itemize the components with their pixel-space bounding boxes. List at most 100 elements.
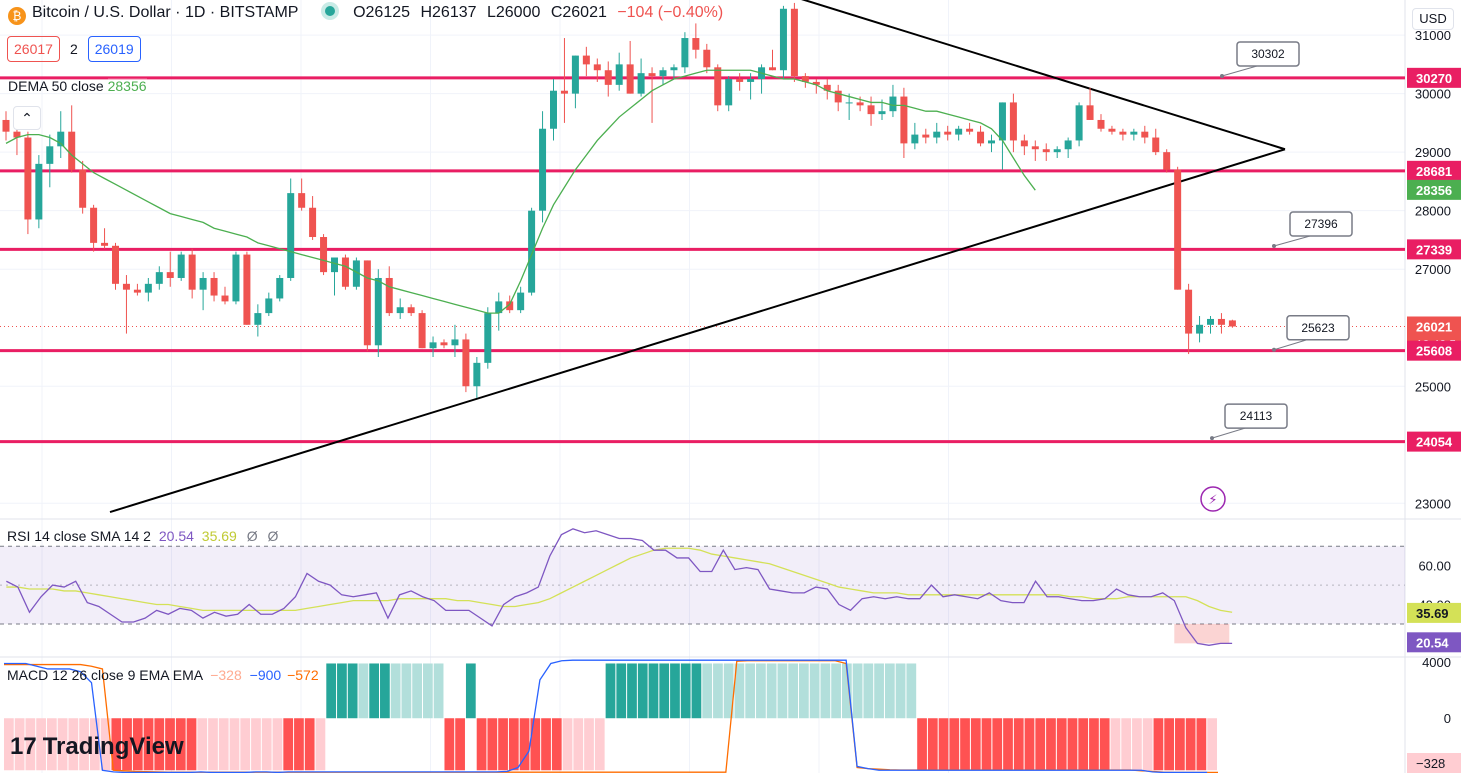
histogram-bar	[1035, 718, 1046, 771]
candle	[539, 111, 547, 223]
histogram-bar	[4, 718, 14, 771]
candle-body	[955, 128, 963, 135]
candle-body	[922, 134, 930, 138]
candle-body	[1207, 318, 1214, 325]
symbol-name[interactable]: Bitcoin / U.S. Dollar	[32, 4, 171, 21]
histogram-bar	[1110, 718, 1121, 771]
histogram-bar	[46, 718, 57, 771]
candle-body	[407, 307, 415, 314]
histogram-bar	[541, 718, 551, 771]
change-value: −104 (−0.40%)	[617, 4, 724, 21]
histogram-bar	[57, 718, 68, 771]
candle	[112, 242, 119, 290]
histogram-bar	[1142, 718, 1153, 771]
candle	[396, 298, 404, 319]
candle-body	[57, 131, 65, 147]
candle	[670, 64, 678, 80]
histogram-bar	[433, 663, 444, 719]
candle	[177, 251, 185, 281]
collapse-legend-button[interactable]: ⌃	[13, 106, 41, 130]
histogram-bar	[272, 718, 283, 771]
candle-body	[374, 277, 382, 346]
histogram-bar	[455, 718, 465, 771]
candle	[1119, 128, 1127, 141]
candle	[988, 134, 995, 153]
histogram-bar	[1196, 718, 1207, 771]
histogram-bar	[616, 663, 627, 719]
histogram-bar	[852, 663, 863, 719]
market-status-icon[interactable]	[324, 6, 335, 16]
low-value: L26000	[486, 4, 541, 21]
callout-pointer	[1273, 339, 1308, 351]
price-tick-label: 31000	[1415, 28, 1451, 43]
candle-body	[977, 131, 985, 144]
histogram-bar	[36, 718, 46, 771]
candle	[998, 102, 1006, 170]
price-badge: 28681	[1407, 160, 1461, 181]
candle	[692, 23, 700, 59]
alert-icon	[1200, 486, 1226, 512]
candle-body	[1053, 149, 1061, 153]
histogram-bar	[1175, 718, 1185, 771]
callout-pointer	[1221, 65, 1258, 77]
candle	[571, 55, 579, 109]
candle-body	[440, 342, 448, 346]
badge-label: 27339	[1416, 242, 1452, 257]
bid-button[interactable]: 26017	[7, 36, 60, 62]
ask-button[interactable]: 26019	[87, 36, 141, 62]
histogram-bar	[25, 718, 36, 771]
candle-body	[889, 96, 897, 112]
candle-body	[867, 105, 875, 115]
candle-body	[24, 137, 32, 220]
spread-value: 2	[69, 41, 78, 57]
candle-body	[747, 79, 755, 82]
histogram-bar	[1003, 718, 1013, 771]
callout-anchor	[1272, 244, 1276, 249]
candle	[769, 49, 776, 71]
histogram-bar	[1153, 718, 1164, 771]
candle-body	[615, 64, 623, 85]
price-tick-label: 29000	[1415, 145, 1451, 160]
currency-button[interactable]: USD	[1412, 8, 1454, 30]
candle-body	[1185, 289, 1193, 334]
candle	[254, 304, 262, 337]
histogram-bar	[734, 663, 745, 719]
candle	[834, 84, 842, 112]
candle-body	[298, 193, 306, 208]
candle-body	[1217, 318, 1225, 325]
candle	[626, 40, 634, 94]
candle-body	[670, 67, 678, 71]
price-tick-label: 30000	[1415, 87, 1451, 102]
rsi-extra-2: Ø	[267, 528, 279, 544]
candle	[1185, 283, 1193, 355]
histogram-bar	[14, 718, 25, 771]
dema-legend[interactable]: DEMA 50 close 28356	[8, 78, 147, 94]
tradingview-logo[interactable]: 17 TradingView	[10, 733, 184, 761]
candle	[1152, 128, 1160, 156]
macd-legend[interactable]: MACD 12 26 close 9 EMA EMA −328 −900 −57…	[7, 667, 319, 683]
candle	[1207, 316, 1214, 334]
interval-label[interactable]: 1D	[184, 4, 206, 21]
candle-body	[473, 362, 481, 387]
histogram-bar	[326, 663, 337, 719]
histogram-bar	[949, 718, 960, 771]
rsi-badge-label: 20.54	[1416, 635, 1449, 650]
candle	[1228, 319, 1236, 328]
histogram-bar	[1013, 718, 1024, 771]
candle	[287, 178, 295, 281]
candle-body	[2, 119, 10, 132]
histogram-bar	[605, 663, 616, 719]
candle	[451, 324, 459, 357]
rsi-legend[interactable]: RSI 14 close SMA 14 2 20.54 35.69 Ø Ø	[7, 528, 278, 544]
histogram-bar	[208, 718, 218, 771]
close-value: C26021	[550, 4, 607, 21]
histogram-bar	[465, 663, 476, 719]
price-callout: 30302	[1220, 41, 1300, 78]
dema-value: 28356	[107, 78, 147, 94]
histogram-bar	[584, 718, 594, 771]
candle-body	[199, 277, 207, 290]
candle	[243, 251, 251, 325]
badge-label: 28681	[1416, 164, 1452, 179]
